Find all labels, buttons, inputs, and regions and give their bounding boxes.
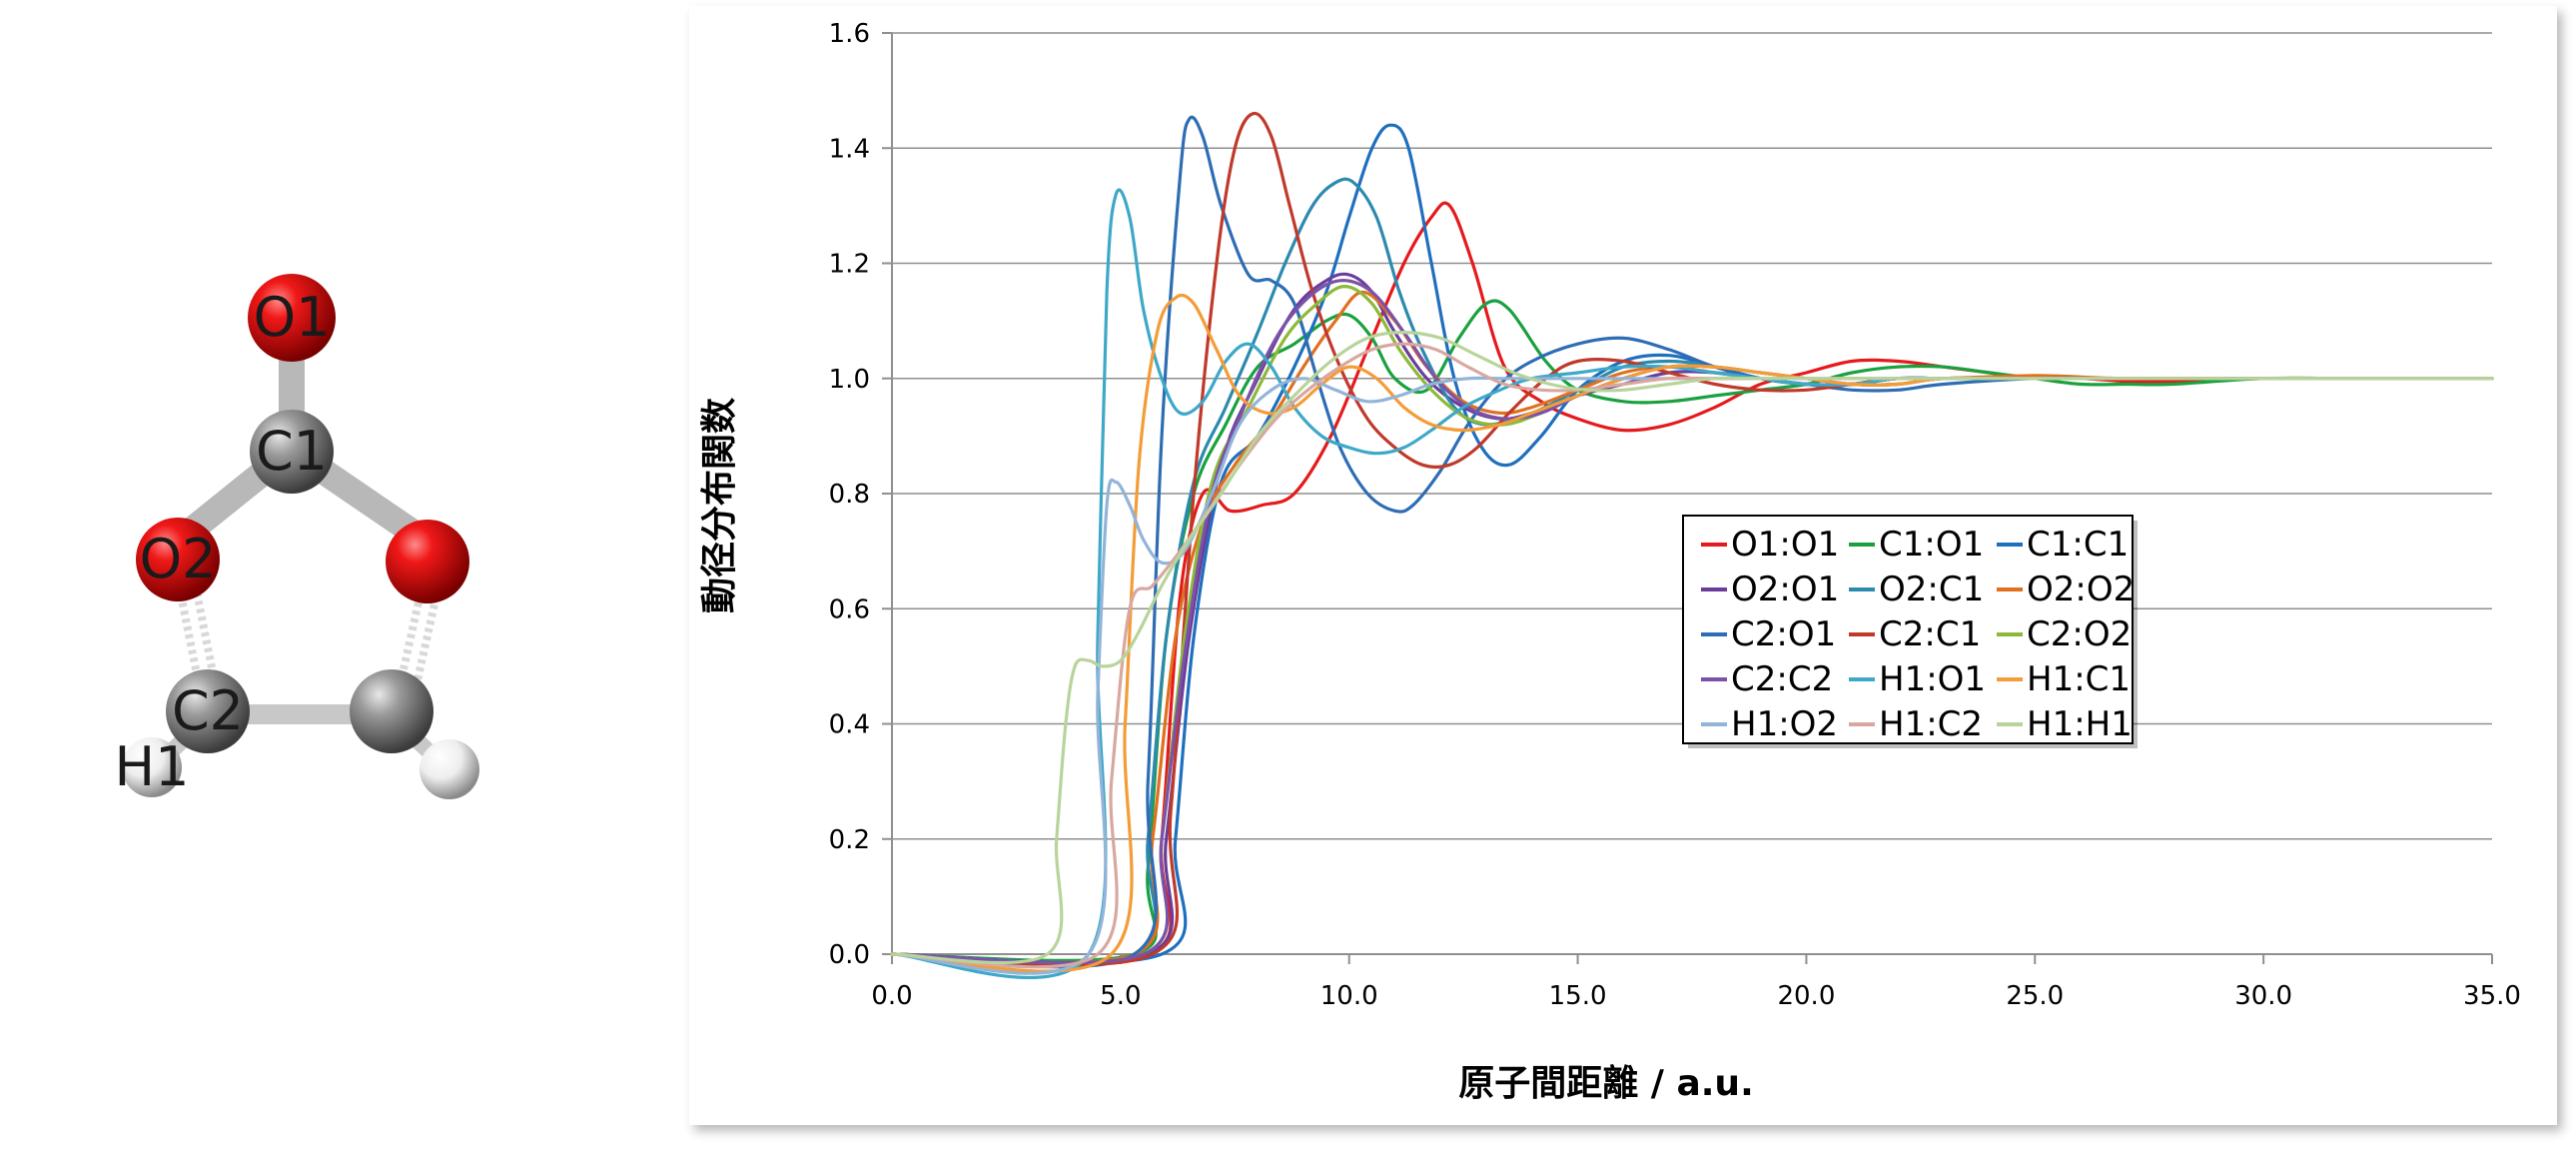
legend-label: C1:C1 (2027, 525, 2129, 565)
legend-box (1682, 515, 2134, 744)
legend-label: H1:O2 (1731, 704, 1838, 744)
atom-h2 (420, 739, 479, 799)
legend-label: O1:O1 (1731, 525, 1839, 565)
atom-h1 (122, 737, 182, 797)
atom-o2 (136, 518, 220, 601)
series-line-c2-o1 (890, 115, 2494, 969)
series-line-h1-h1 (890, 331, 2494, 965)
legend: O1:O1 C1:O1 C1:C1 O2:O1 O2:C1 O2:O2 C2:O1 C2:C1… (1682, 515, 2138, 748)
atom-c3 (350, 669, 433, 753)
y-axis-label: 動径分布関数 (699, 398, 740, 613)
x-axis-label: 原子間距離 / a.u. (1458, 1063, 1754, 1104)
atom-label-o1: O1 (254, 286, 331, 349)
y-tick-label: 0.2 (829, 825, 870, 855)
y-tick-label: 1.4 (829, 134, 870, 164)
atom-o1 (248, 274, 336, 362)
atom-c2 (166, 669, 250, 753)
legend-label: C1:O1 (1879, 525, 1984, 565)
series-line-c1-o1 (890, 299, 2494, 962)
y-tick-label: 0.4 (829, 710, 870, 740)
x-tick-label: 15.0 (1549, 981, 1607, 1011)
legend-label: H1:O1 (1879, 659, 1986, 699)
x-tick-label: 25.0 (2006, 981, 2064, 1011)
atom-label-o2: O2 (140, 528, 217, 590)
y-tick-label: 1.0 (829, 365, 870, 395)
x-tick-label: 0.0 (871, 981, 912, 1011)
axes (882, 32, 2493, 964)
legend-label: O2:C1 (1879, 570, 1984, 609)
legend-label: C2:O1 (1731, 614, 1836, 654)
legend-label: H1:H1 (2027, 704, 2133, 744)
x-tick-label: 30.0 (2234, 981, 2292, 1011)
x-tick-label: 10.0 (1320, 981, 1378, 1011)
atom-label-c2: C2 (172, 679, 244, 742)
atom-label-h1: H1 (115, 735, 190, 798)
legend-label: C2:C1 (1879, 614, 1981, 654)
series-lines (890, 111, 2494, 979)
atom-c1 (250, 410, 334, 494)
x-tick-label: 35.0 (2463, 981, 2521, 1011)
x-tick-label: 20.0 (1777, 981, 1835, 1011)
y-tick-label: 0.6 (829, 594, 870, 624)
y-tick-label: 1.2 (829, 250, 870, 280)
chart-panel: 0.0 5.0 10.0 15.0 20.0 25.0 30.0 35.0 0.0 0.2 0.4… (689, 6, 2557, 1125)
x-tick-label: 5.0 (1100, 981, 1141, 1011)
y-tick-labels: 0.0 0.2 0.4 0.6 0.8 1.0 1.2 1.4 1.6 (829, 19, 870, 970)
legend-label: C2:O2 (2027, 614, 2132, 654)
y-tick-label: 0.0 (829, 940, 870, 970)
atom-o3 (386, 520, 469, 603)
legend-label: H1:C1 (2027, 659, 2131, 699)
legend-label: C2:C2 (1731, 659, 1833, 699)
legend-label: O2:O2 (2027, 570, 2135, 609)
y-tick-label: 0.8 (829, 480, 870, 510)
atom-label-c1: C1 (256, 420, 328, 483)
legend-label: O2:O1 (1731, 570, 1839, 609)
legend-label: H1:C2 (1879, 704, 1983, 744)
x-tick-labels: 0.0 5.0 10.0 15.0 20.0 25.0 30.0 35.0 (871, 981, 2521, 1011)
rdf-chart: 0.0 5.0 10.0 15.0 20.0 25.0 30.0 35.0 0.0 0.2 0.4… (699, 19, 2521, 1104)
y-tick-label: 1.6 (829, 19, 870, 49)
